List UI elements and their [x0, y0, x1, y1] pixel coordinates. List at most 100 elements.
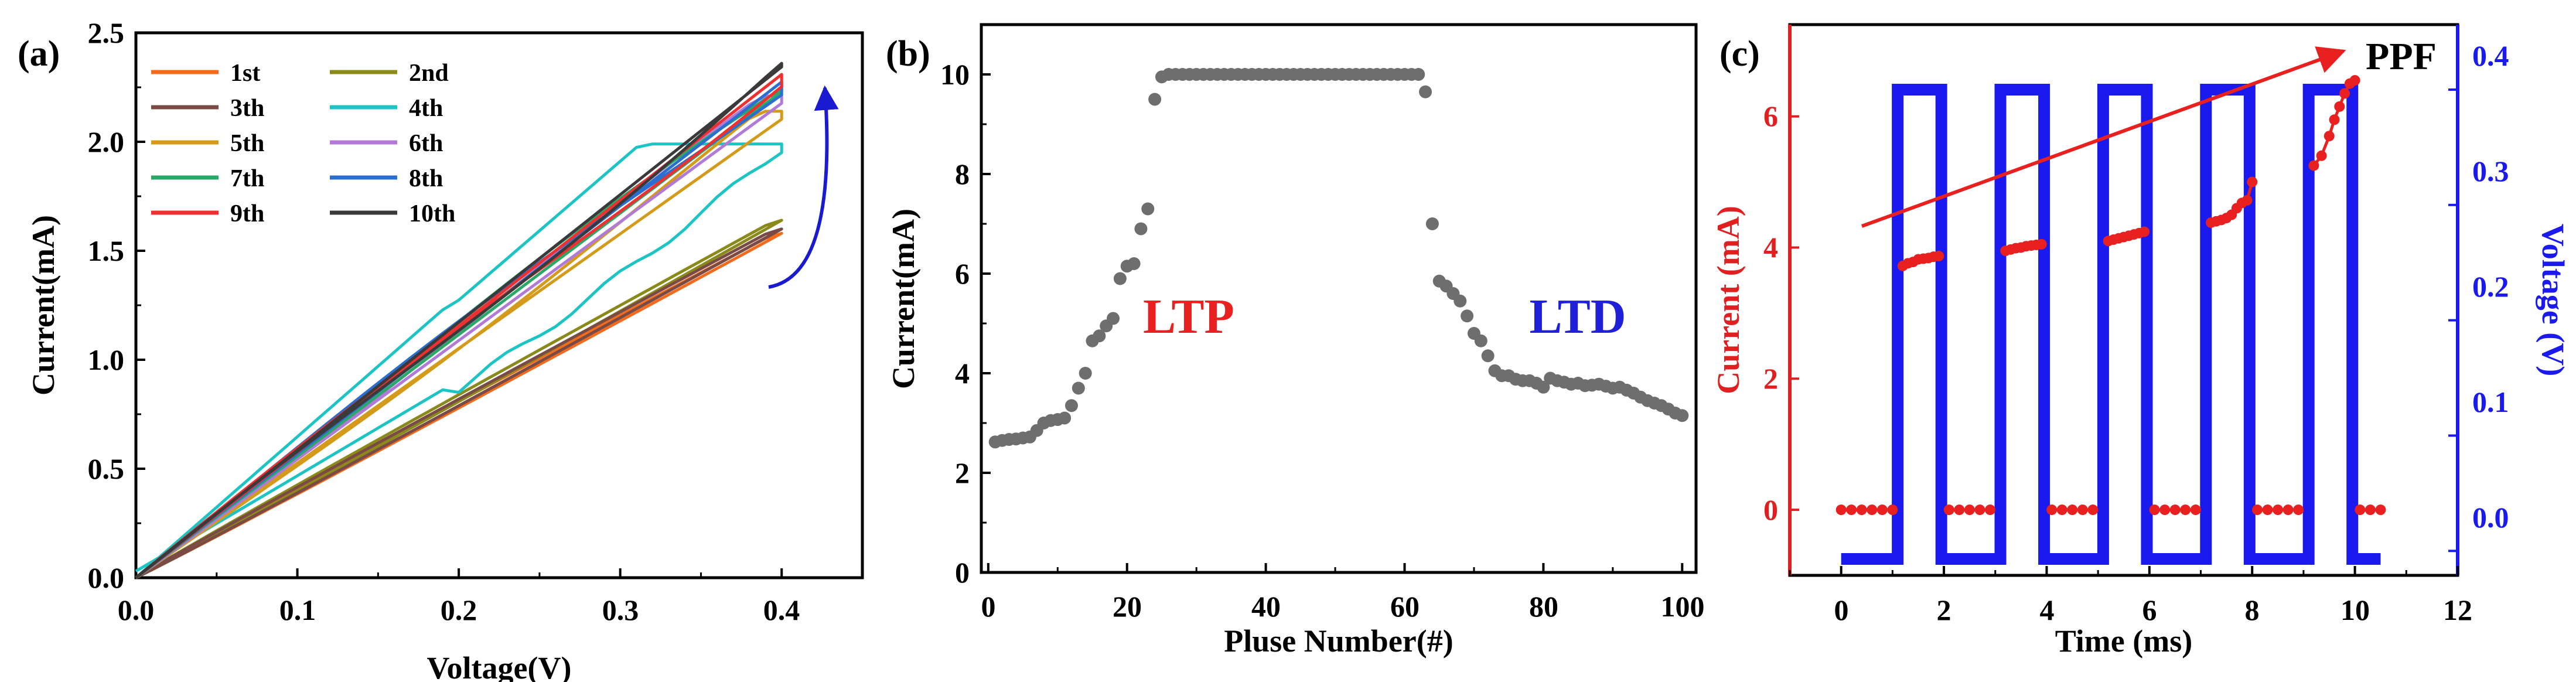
pulse-point	[1134, 222, 1148, 236]
panel-b-xtick: 40	[1251, 590, 1281, 623]
current-point	[2293, 504, 2304, 516]
panel-c-yticks-left: 0 2 4 6	[1763, 100, 1778, 526]
current-point	[2087, 504, 2099, 516]
panel-b-xticks: 0 20 40 60 80 100	[981, 590, 1705, 623]
pulse-point	[1093, 329, 1106, 343]
pulse-point	[1412, 68, 1425, 81]
current-point	[1887, 504, 1898, 516]
legend-label: 7th	[230, 165, 264, 192]
panel-a-xtick: 0.4	[763, 594, 800, 626]
panel-b-yticks: 0 2 4 6 8 10	[940, 58, 970, 589]
pulse-point	[1072, 381, 1085, 395]
pulse-point	[1461, 309, 1474, 323]
pulse-point	[1079, 367, 1092, 380]
voltage-pulse-train	[1841, 84, 2381, 565]
panel-c: (c) 0 2 4 6 8 10 12 0 2 4 6 0.0 0.1 0.2 …	[1711, 23, 2571, 659]
panel-c-yticks-right: 0.0 0.1 0.2 0.3 0.4	[2472, 39, 2509, 534]
current-point	[2149, 504, 2160, 516]
current-point	[2159, 504, 2171, 516]
panel-b-xtick: 20	[1113, 590, 1142, 623]
current-point	[1954, 504, 1965, 516]
legend-label: 3th	[230, 95, 264, 122]
panel-b-xtick: 80	[1529, 590, 1558, 623]
current-point	[2247, 176, 2258, 187]
panel-c-label: (c)	[1719, 34, 1760, 74]
panel-a-trend-arrow	[768, 85, 839, 289]
panel-b-xtick: 0	[981, 590, 996, 623]
current-point	[1974, 504, 1985, 516]
panel-c-xtick: 6	[2142, 594, 2157, 626]
panel-c-ylabel-right: Voltage (V)	[2536, 224, 2571, 376]
panel-b-ytick: 4	[955, 357, 970, 390]
panel-c-xtick: 10	[2340, 594, 2370, 626]
current-point	[2190, 504, 2201, 516]
current-point	[2323, 131, 2335, 142]
ltp-label: LTP	[1143, 289, 1234, 344]
panel-a-xtick: 0.2	[441, 594, 477, 626]
panel-a-legend: 1st 2nd 3th 4th 5th 6th 7th 8th 9th 10th	[151, 60, 455, 227]
legend-label: 9th	[230, 200, 264, 227]
panel-a-xtick: 0.1	[279, 594, 316, 626]
legend-label: 10th	[409, 200, 455, 227]
pulse-point	[1425, 217, 1439, 230]
iv-curve-2nd	[135, 219, 783, 579]
panel-b-tick-marks	[981, 73, 1684, 574]
current-point	[1856, 504, 1867, 516]
pulse-point	[1141, 202, 1155, 216]
panel-b-frame	[980, 23, 1698, 574]
panel-c-xtick: 2	[1937, 594, 1951, 626]
pulse-point	[1127, 257, 1141, 270]
panel-a-xtick: 0.0	[118, 594, 155, 626]
current-point	[2334, 101, 2345, 112]
panel-c-ytick-right: 0.2	[2472, 270, 2509, 303]
current-point	[2316, 150, 2327, 161]
panel-a-ytick: 2.0	[88, 125, 125, 158]
current-point	[2355, 504, 2366, 516]
legend-label: 1st	[230, 60, 260, 87]
iv-curve-10th	[135, 62, 783, 579]
current-point	[1867, 504, 1878, 516]
panel-b-ytick: 2	[955, 456, 970, 489]
panel-b-xlabel: Pluse Number(#)	[1224, 623, 1453, 659]
panel-c-ytick-right: 0.1	[2472, 386, 2509, 418]
legend-label: 4th	[409, 95, 443, 122]
pulse-point	[1474, 334, 1487, 347]
current-point	[2349, 75, 2360, 86]
current-point	[2339, 88, 2350, 99]
current-point	[2180, 504, 2191, 516]
panel-c-ytick-right: 0.3	[2472, 155, 2509, 187]
current-point	[1943, 504, 1954, 516]
panel-b-label: (b)	[886, 34, 930, 74]
current-point	[2329, 114, 2340, 125]
current-point	[2282, 504, 2294, 516]
panel-c-voltage	[1841, 84, 2381, 565]
panel-a-ytick: 0.5	[88, 452, 125, 485]
pulse-point	[1537, 380, 1550, 394]
current-point	[2169, 504, 2181, 516]
current-point	[2046, 504, 2058, 516]
panel-a-ytick: 1.0	[88, 343, 125, 376]
panel-c-ytick-left: 6	[1763, 100, 1778, 132]
panel-b-ytick: 0	[955, 556, 970, 589]
current-point	[2365, 504, 2376, 516]
pulse-point	[1419, 85, 1432, 98]
panel-c-ytick-left: 4	[1763, 231, 1778, 264]
panel-a-xlabel: Voltage(V)	[427, 650, 572, 682]
pulse-point	[1058, 411, 1072, 425]
current-point	[2273, 504, 2284, 516]
current-point	[1964, 504, 1975, 516]
iv-curve-5th	[135, 110, 783, 579]
panel-c-xtick: 0	[1834, 594, 1849, 626]
current-point	[2308, 160, 2319, 171]
iv-curve-6th	[135, 94, 783, 579]
current-point	[1933, 251, 1944, 262]
current-point	[2252, 504, 2263, 516]
panel-a-ytick: 0.0	[88, 561, 125, 594]
pulse-point	[1148, 93, 1162, 106]
pulse-point	[1676, 409, 1689, 422]
panel-c-ylabel-left: Current (mA)	[1711, 206, 1746, 394]
current-point	[2139, 226, 2150, 237]
pulse-point	[1107, 312, 1120, 325]
pulse-point	[1064, 399, 1078, 412]
